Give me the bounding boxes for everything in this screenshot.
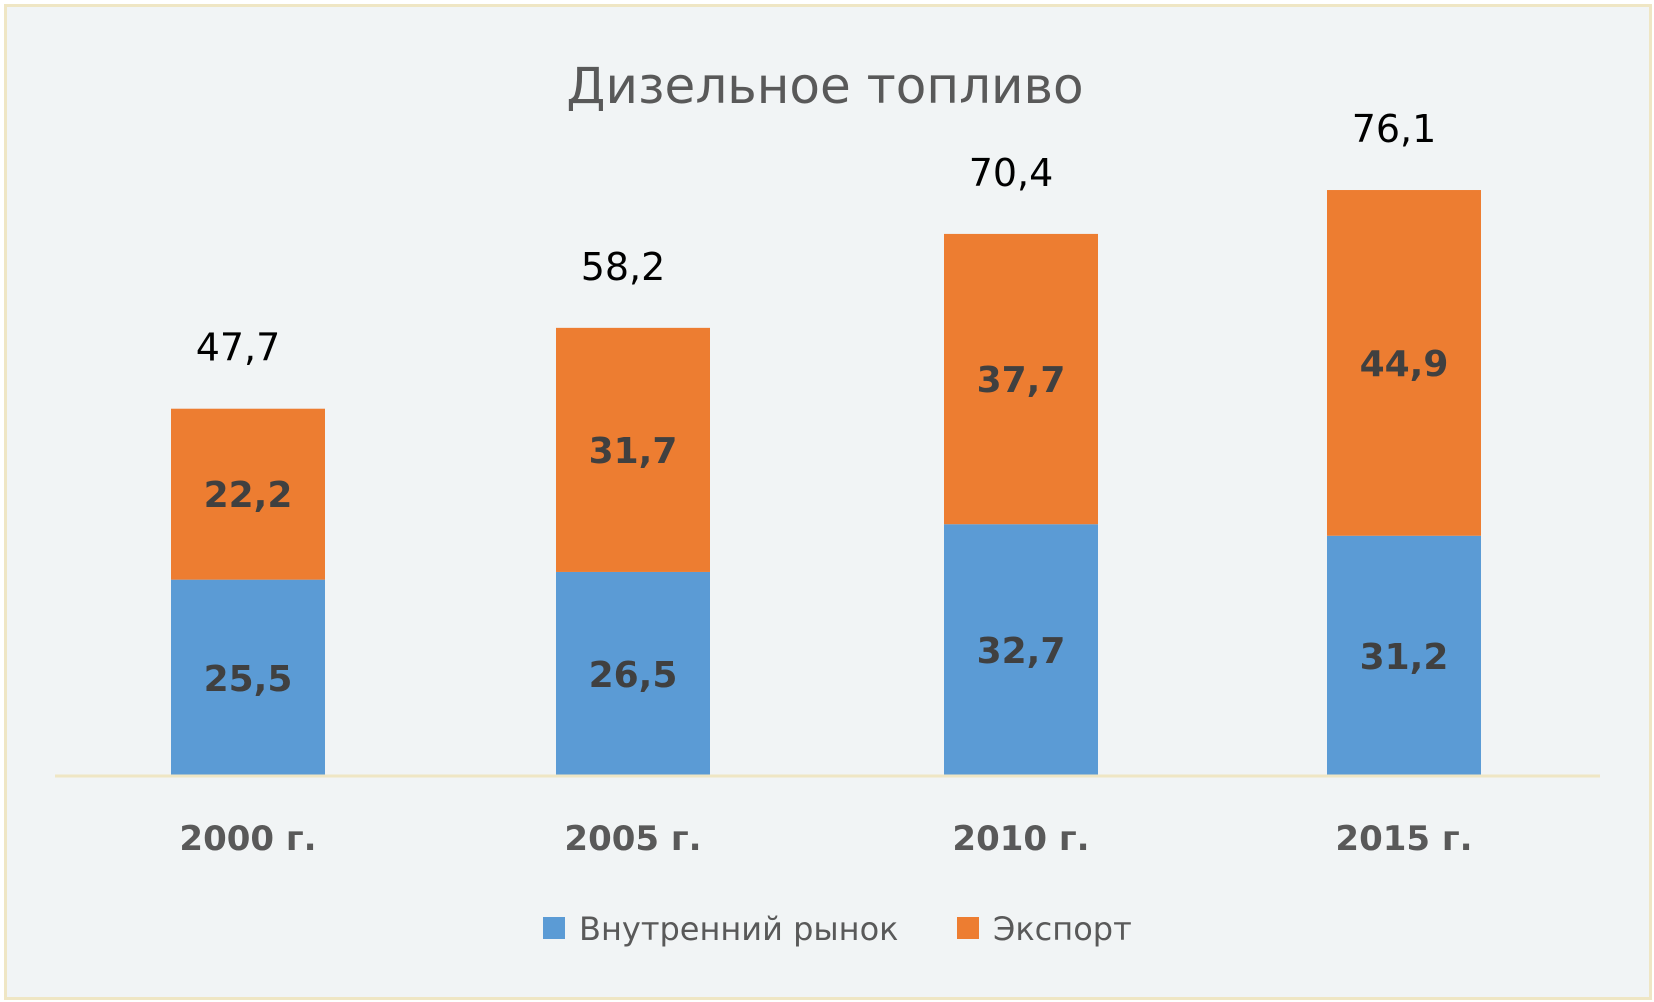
- chart-title: Дизельное топливо: [566, 57, 1083, 115]
- data-label-domestic-1: 26,5: [589, 655, 678, 696]
- legend-swatch-export: [957, 917, 979, 939]
- data-label-export-0: 22,2: [204, 475, 293, 516]
- x-tick-label-2: 2010 г.: [952, 819, 1089, 859]
- legend-swatch-domestic: [543, 917, 565, 939]
- total-label-2: 70,4: [969, 151, 1054, 195]
- data-label-domestic-2: 32,7: [977, 631, 1066, 672]
- x-tick-label-1: 2005 г.: [564, 819, 701, 859]
- bar-domestic-0: [171, 579, 325, 776]
- x-tick-label-0: 2000 г.: [179, 819, 316, 859]
- bar-domestic-1: [556, 571, 710, 776]
- legend-label-export: Экспорт: [993, 910, 1132, 948]
- bar-export-2: [944, 233, 1098, 525]
- data-label-domestic-3: 31,2: [1360, 637, 1449, 678]
- bar-export-3: [1327, 190, 1481, 536]
- x-tick-label-3: 2015 г.: [1335, 819, 1472, 859]
- bars-layer: 25,5 22,2 47,7 26,5 31,7 58,2 32,7 37,7 70,4 31,2…: [171, 107, 1481, 776]
- bar-export-0: [171, 408, 325, 580]
- data-label-export-1: 31,7: [589, 431, 678, 472]
- total-label-0: 47,7: [196, 326, 281, 370]
- total-label-1: 58,2: [581, 245, 666, 289]
- data-label-export-3: 44,9: [1360, 344, 1449, 385]
- total-label-3: 76,1: [1352, 107, 1437, 151]
- bar-export-1: [556, 327, 710, 572]
- x-axis-ticks: 2000 г. 2005 г. 2010 г. 2015 г.: [179, 819, 1472, 859]
- bar-domestic-2: [944, 524, 1098, 776]
- data-label-export-2: 37,7: [977, 360, 1066, 401]
- bar-domestic-3: [1327, 535, 1481, 776]
- legend: Внутренний рынок Экспорт: [543, 910, 1132, 948]
- data-label-domestic-0: 25,5: [204, 659, 293, 700]
- legend-label-domestic: Внутренний рынок: [579, 910, 898, 948]
